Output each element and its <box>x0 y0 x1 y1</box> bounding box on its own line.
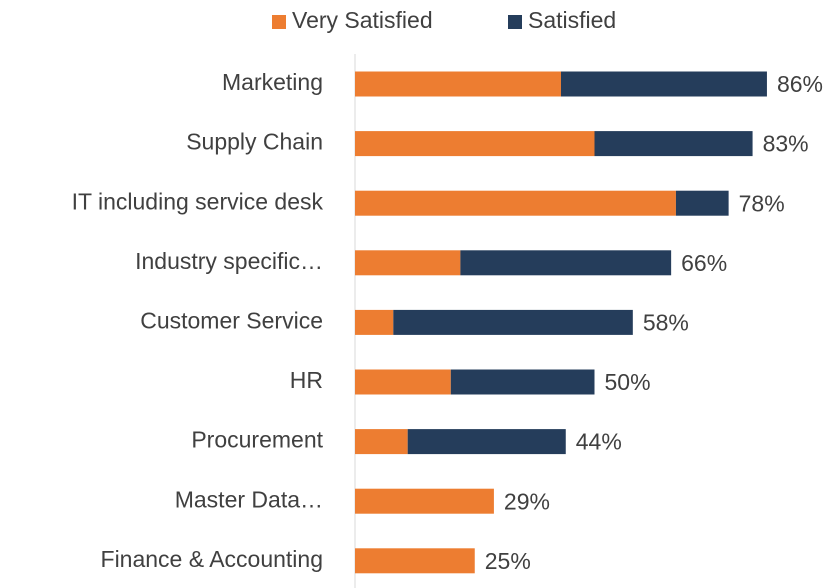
y-tick-label: Marketing <box>222 69 323 95</box>
bar-segment <box>450 369 595 395</box>
data-label: 44% <box>576 429 622 455</box>
legend-label: Very Satisfied <box>292 7 433 33</box>
y-tick-label: Customer Service <box>140 307 323 333</box>
bar-segment <box>675 190 729 216</box>
data-label: 29% <box>504 488 550 514</box>
y-tick-label: Finance & Accounting <box>101 546 323 572</box>
data-label: 78% <box>739 190 785 216</box>
bar-segment <box>560 71 767 97</box>
bar-segment <box>355 429 408 455</box>
data-label: 50% <box>605 369 651 395</box>
data-label: 83% <box>763 131 809 157</box>
y-tick-label: Supply Chain <box>186 129 323 155</box>
bar-segment <box>355 131 595 157</box>
bar-segment <box>355 309 394 335</box>
bar-segment <box>355 369 451 395</box>
y-tick-label: Industry specific… <box>135 248 323 274</box>
y-tick-label: IT including service desk <box>72 188 324 214</box>
y-tick-label: Procurement <box>191 427 323 453</box>
data-label: 25% <box>485 548 531 574</box>
data-label: 66% <box>681 250 727 276</box>
bar-segment <box>355 250 461 276</box>
y-tick-label: HR <box>290 367 323 393</box>
bar-segment <box>355 488 494 514</box>
bar-segment <box>594 131 753 157</box>
bar-segment <box>407 429 566 455</box>
bar-segment <box>393 309 633 335</box>
legend-swatch <box>272 15 286 29</box>
bar-segment <box>355 190 676 216</box>
bar-segment <box>355 71 561 97</box>
data-label: 58% <box>643 309 689 335</box>
bar-segment <box>355 548 475 574</box>
y-tick-label: Master Data… <box>175 486 323 512</box>
bar-segment <box>460 250 672 276</box>
data-label: 86% <box>777 71 823 97</box>
legend-label: Satisfied <box>528 7 616 33</box>
legend-swatch <box>508 15 522 29</box>
